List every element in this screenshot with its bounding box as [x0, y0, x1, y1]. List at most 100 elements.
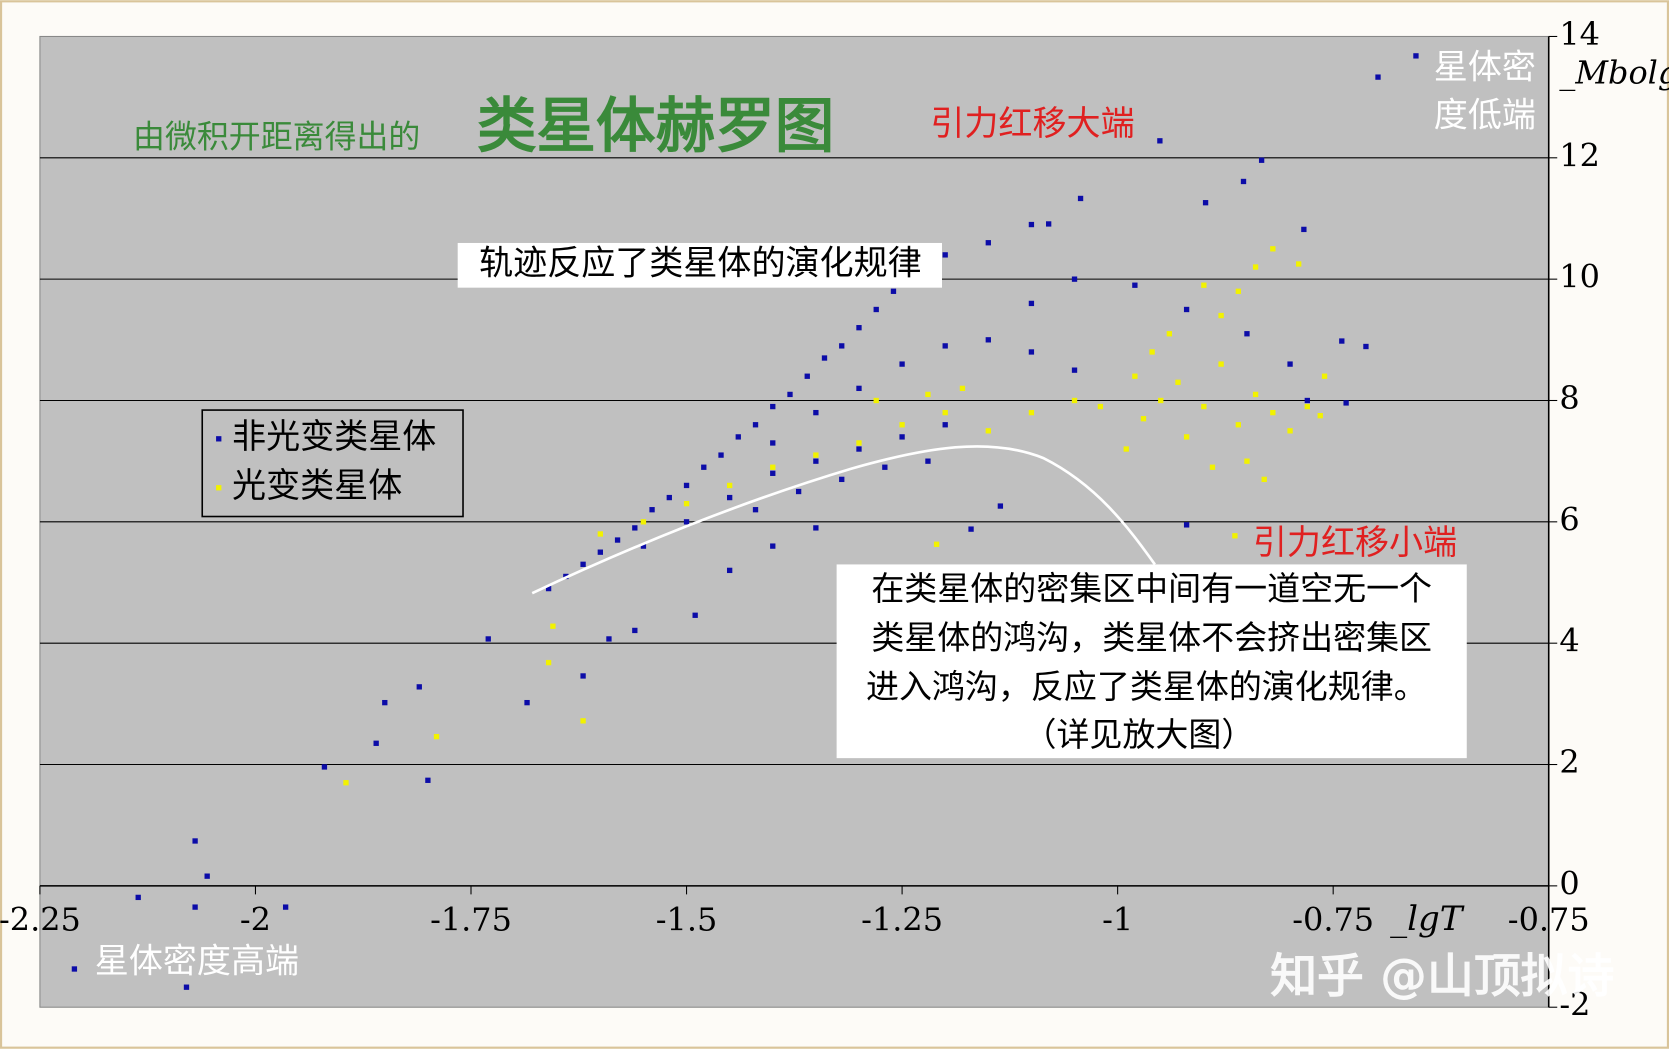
- point: [899, 422, 905, 428]
- point: [1375, 74, 1381, 80]
- point: [726, 482, 733, 489]
- point: [1258, 157, 1265, 163]
- annotation: （详见放大图）: [1023, 715, 1254, 754]
- point: [1240, 178, 1247, 185]
- point: [204, 873, 210, 879]
- point: [770, 543, 776, 549]
- point: [1304, 403, 1310, 410]
- point: [683, 500, 690, 507]
- point: [804, 373, 810, 379]
- point: [1252, 264, 1259, 270]
- point: [1287, 428, 1293, 434]
- point: [580, 561, 586, 567]
- point: [545, 585, 552, 592]
- point: [1183, 434, 1190, 440]
- point: [942, 422, 948, 428]
- point: [545, 659, 552, 666]
- point: [1097, 403, 1104, 410]
- point: [959, 385, 966, 392]
- point: [1270, 409, 1276, 416]
- annotation: 星体密度高端: [95, 942, 299, 982]
- point: [580, 718, 586, 724]
- point: [821, 355, 828, 361]
- point: [985, 240, 991, 246]
- point: [614, 537, 621, 543]
- point: [1166, 331, 1173, 337]
- point: [726, 494, 733, 501]
- point: [899, 361, 905, 367]
- point: [1202, 200, 1209, 206]
- point: [597, 549, 603, 555]
- point: [1028, 300, 1035, 307]
- point: [968, 526, 974, 532]
- point: [1413, 53, 1419, 59]
- annotation: 度低端: [1434, 95, 1536, 135]
- annotation-box: [457, 242, 943, 288]
- point: [485, 636, 491, 642]
- point: [1339, 338, 1345, 344]
- y-tick-label: 6: [1559, 500, 1579, 538]
- title-small: 由微积开距离得出的: [133, 118, 420, 156]
- point: [985, 428, 991, 434]
- point: [726, 567, 733, 574]
- point: [1235, 288, 1241, 294]
- annotation: 星体密: [1434, 47, 1536, 87]
- y-axis-label: _Mbolg: [1559, 53, 1669, 91]
- point: [770, 464, 776, 470]
- point: [666, 494, 672, 501]
- point: [856, 325, 862, 331]
- point: [856, 440, 862, 446]
- point: [985, 337, 991, 343]
- point: [933, 541, 940, 547]
- point: [1304, 397, 1310, 404]
- gap-curve: [531, 445, 1156, 595]
- y-tick-label: 4: [1559, 622, 1579, 660]
- point: [1244, 458, 1250, 464]
- point: [550, 623, 556, 629]
- point: [1071, 367, 1078, 373]
- legend-label: 非光变类星体: [232, 417, 436, 457]
- point: [925, 391, 931, 398]
- x-tick-label: -1.75: [430, 901, 512, 939]
- point: [597, 531, 603, 537]
- annotation: 引力红移小端: [1253, 523, 1457, 563]
- point: [1363, 343, 1369, 350]
- y-tick-label: 10: [1559, 258, 1600, 296]
- point: [1321, 373, 1328, 379]
- point: [752, 507, 759, 513]
- point: [1132, 282, 1138, 288]
- annotation: 进入鸿沟，反应了类星体的演化规律。: [866, 667, 1427, 706]
- point: [813, 409, 819, 416]
- point: [282, 904, 289, 910]
- point: [718, 452, 724, 458]
- point: [752, 422, 759, 428]
- watermark: 知乎 @山顶拟诗: [1270, 950, 1614, 1004]
- legend-marker: [216, 485, 222, 491]
- legend: [201, 409, 464, 518]
- point: [813, 458, 819, 464]
- annotation: 轨迹反应了类星体的演化规律: [479, 243, 922, 283]
- point: [1140, 416, 1147, 422]
- point: [606, 636, 612, 642]
- point: [416, 684, 422, 690]
- point: [1252, 391, 1259, 398]
- x-tick-label: -2: [240, 901, 271, 939]
- y-tick-label: -2: [1559, 986, 1590, 1024]
- point: [649, 507, 655, 513]
- y-tick-label: 2: [1559, 743, 1579, 781]
- point: [632, 525, 638, 531]
- point: [770, 470, 776, 476]
- x-tick-label: -1.25: [861, 901, 943, 939]
- point: [135, 894, 141, 901]
- point: [683, 519, 690, 525]
- point: [1157, 138, 1163, 144]
- point: [1123, 446, 1129, 452]
- point: [701, 464, 707, 470]
- point: [735, 434, 741, 440]
- point: [1287, 361, 1293, 367]
- point: [640, 543, 647, 549]
- point: [795, 488, 802, 495]
- point: [925, 458, 931, 464]
- point: [1028, 409, 1035, 416]
- point: [632, 627, 638, 634]
